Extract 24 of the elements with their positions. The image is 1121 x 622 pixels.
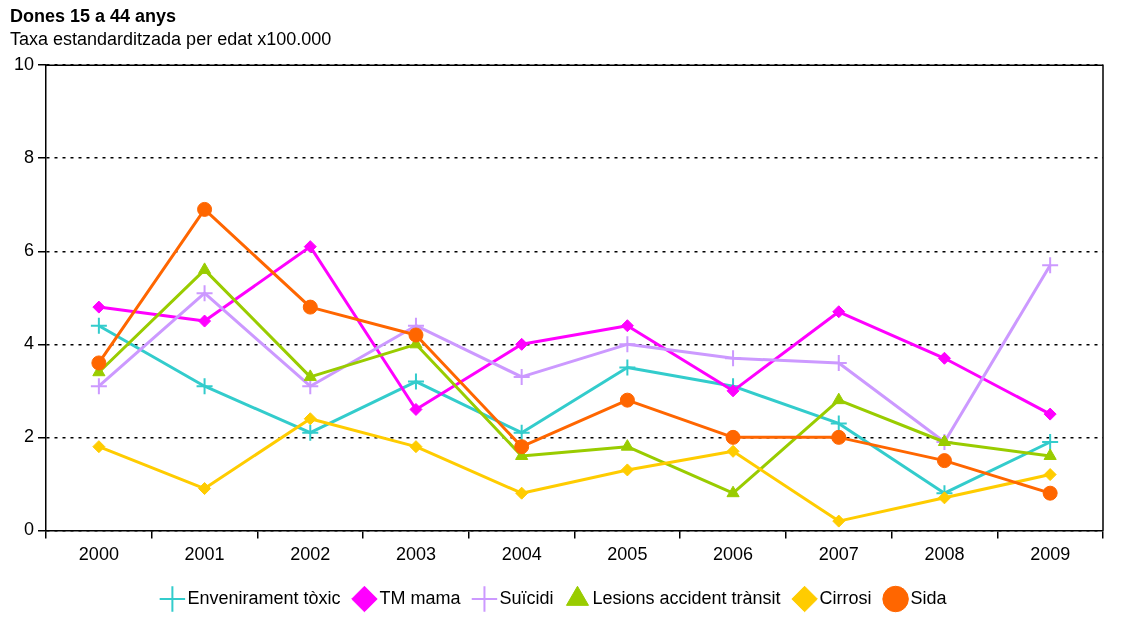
- x-tick-label: 2008: [924, 544, 965, 565]
- x-tick-label: 2002: [290, 544, 331, 565]
- y-tick-label: 0: [24, 519, 35, 540]
- x-tick-label: 2009: [1030, 544, 1071, 565]
- y-tick-label: 6: [24, 240, 35, 261]
- legend-label: Suïcidi: [499, 587, 554, 608]
- x-tick-label: 2005: [607, 544, 648, 565]
- x-tick-label: 2007: [818, 544, 859, 565]
- x-tick-label: 2004: [501, 544, 542, 565]
- legend-label: TM mama: [379, 587, 462, 608]
- legend-label: Sida: [910, 587, 948, 608]
- x-tick-label: 2001: [184, 544, 225, 565]
- chart-subtitle: Taxa estandarditzada per edat x100.000: [10, 29, 332, 50]
- y-tick-label: 4: [24, 333, 35, 354]
- y-tick-label: 2: [24, 426, 35, 447]
- x-tick-label: 2006: [713, 544, 754, 565]
- legend-label: Cirrosi: [819, 587, 872, 608]
- y-tick-label: 10: [13, 54, 35, 75]
- chart-title: Dones 15 a 44 anys: [10, 5, 177, 26]
- legend-label: Lesions accident trànsit: [592, 587, 781, 608]
- x-tick-label: 2003: [395, 544, 436, 565]
- legend-label: Envenirament tòxic: [187, 587, 341, 608]
- y-tick-label: 8: [24, 147, 35, 168]
- x-tick-label: 2000: [78, 544, 119, 565]
